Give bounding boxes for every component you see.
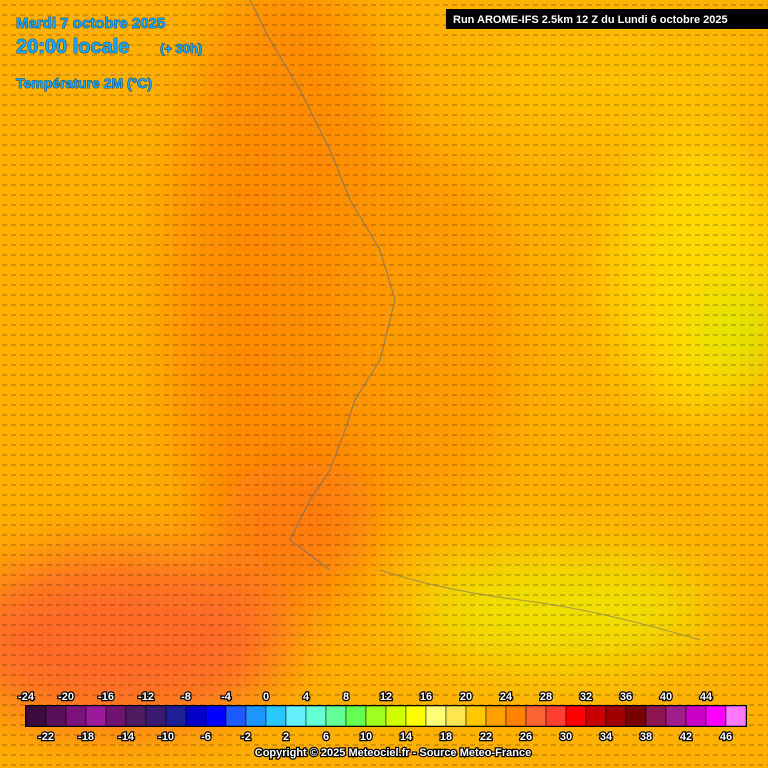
scale-label: -14 [118, 731, 135, 743]
scale-swatch [705, 705, 727, 727]
scale-swatch [65, 705, 87, 727]
scale-swatch [485, 705, 507, 727]
scale-label: -22 [38, 731, 54, 743]
scale-label: -12 [138, 691, 154, 703]
scale-swatch [505, 705, 527, 727]
scale-swatch [605, 705, 627, 727]
scale-swatch [125, 705, 147, 727]
scale-swatch [685, 705, 707, 727]
scale-label: 42 [680, 731, 692, 743]
scale-label: 0 [263, 691, 269, 703]
scale-swatch [445, 705, 467, 727]
scale-swatch [45, 705, 67, 727]
scale-label: 12 [380, 691, 392, 703]
scale-label: 34 [600, 731, 613, 743]
scale-label: 22 [480, 731, 492, 743]
scale-swatch [265, 705, 287, 727]
lead-time: (+ 30h) [160, 41, 202, 56]
scale-label: 4 [303, 691, 310, 703]
scale-label: 6 [323, 731, 329, 743]
scale-swatch [665, 705, 687, 727]
scale-swatch [525, 705, 547, 727]
scale-swatch [325, 705, 347, 727]
scale-label: -24 [18, 691, 35, 703]
scale-swatch [645, 705, 667, 727]
scale-swatch [185, 705, 207, 727]
scale-swatch [285, 705, 307, 727]
scale-swatch [85, 705, 107, 727]
scale-swatch [145, 705, 167, 727]
scale-label: -8 [181, 691, 191, 703]
run-box [446, 9, 768, 29]
scale-label: 36 [620, 691, 632, 703]
scale-label: 38 [640, 731, 652, 743]
scale-swatch [165, 705, 187, 727]
scale-label: 2 [283, 731, 289, 743]
scale-label: 28 [540, 691, 552, 703]
scale-label: 40 [660, 691, 672, 703]
scale-label: 26 [520, 731, 532, 743]
scale-label: 46 [720, 731, 732, 743]
scale-swatch [245, 705, 267, 727]
scale-label: -16 [98, 691, 114, 703]
scale-label: -10 [158, 731, 174, 743]
scale-label: 30 [560, 731, 572, 743]
scale-swatch [585, 705, 607, 727]
scale-swatch [25, 705, 47, 727]
time: 20:00 locale [16, 36, 129, 58]
scale-swatch [205, 705, 227, 727]
scale-label: 10 [360, 731, 372, 743]
scale-swatch [425, 705, 447, 727]
scale-swatch [545, 705, 567, 727]
scale-label: -2 [241, 731, 251, 743]
parameter: Température 2M (°C) [16, 75, 152, 91]
scale-swatch [225, 705, 247, 727]
scale-label: -18 [78, 731, 94, 743]
scale-swatch [105, 705, 127, 727]
scale-swatch [305, 705, 327, 727]
scale-swatch [385, 705, 407, 727]
run-info: Run AROME-IFS 2.5km 12 Z du Lundi 6 octo… [453, 14, 728, 26]
scale-label: 44 [700, 691, 713, 703]
scale-label: 8 [343, 691, 349, 703]
date: Mardi 7 octobre 2025 [16, 15, 165, 32]
scale-label: -20 [58, 691, 74, 703]
scale-swatch [725, 705, 747, 727]
scale-label: 16 [420, 691, 432, 703]
scale-swatch [405, 705, 427, 727]
scale-label: -4 [221, 691, 232, 703]
color-scale: -24 -20 -16 -12 -8 -4 0 4 8 12 16 20 24 28 32 36 40 44-22… [17, 690, 747, 744]
scale-swatch [465, 705, 487, 727]
scale-swatch [365, 705, 387, 727]
scale-label: 20 [460, 691, 472, 703]
copyright: Copyright © 2025 Meteociel.fr - Source M… [255, 747, 531, 759]
scale-label: 32 [580, 691, 592, 703]
scale-label: 18 [440, 731, 452, 743]
scale-swatch [565, 705, 587, 727]
scale-swatch [625, 705, 647, 727]
scale-label: -6 [201, 731, 211, 743]
scale-swatch [345, 705, 367, 727]
scale-label: 24 [500, 691, 513, 703]
scale-label: 14 [400, 731, 413, 743]
